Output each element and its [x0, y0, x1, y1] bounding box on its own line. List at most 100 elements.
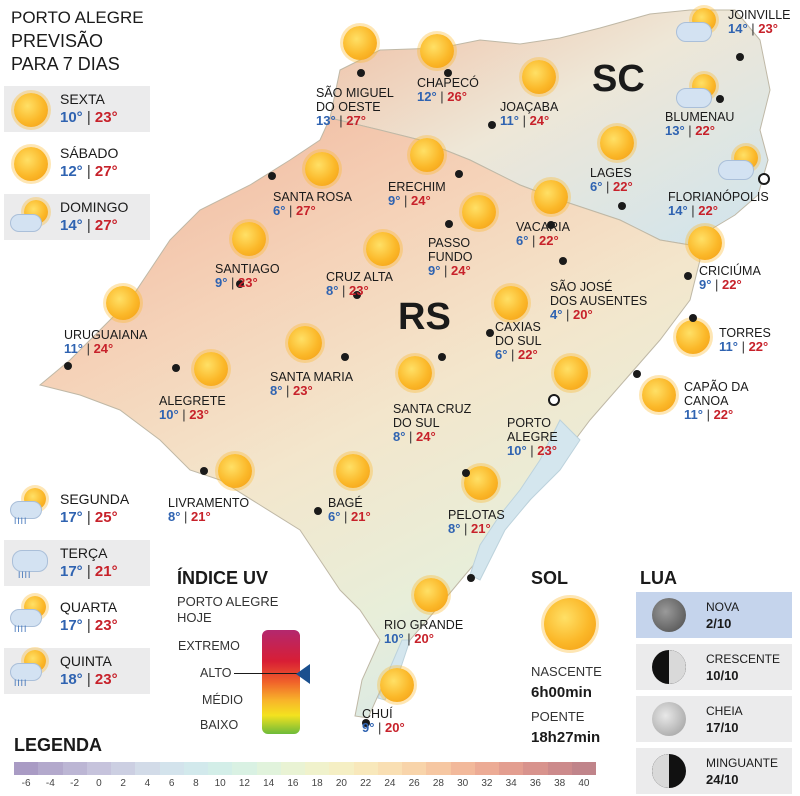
uv-level-medio: MÉDIO [202, 693, 243, 707]
city-name-line2: CANOA [684, 394, 729, 408]
city-temps: 10° | 20° [384, 631, 434, 646]
legend-color-swatch [377, 762, 402, 775]
legend-tick-label: 2 [120, 778, 126, 789]
city-label: CHUÍ 9° | 20° [362, 707, 405, 735]
city-label: JOINVILLE 14° | 23° [728, 8, 791, 36]
sun-icon [288, 326, 322, 360]
sun-icon [414, 578, 448, 612]
city-label: LIVRAMENTO 8° | 21° [168, 496, 249, 524]
day-name: DOMINGO [60, 199, 129, 215]
moon-phase-date: 24/10 [706, 772, 739, 787]
legend-tick-label: 38 [554, 778, 566, 789]
waxing-moon-icon [652, 650, 686, 684]
city-name: CAXIAS [495, 320, 541, 334]
city-label: SANTIAGO 9° | 23° [215, 262, 280, 290]
city-name: CRICIÚMA [699, 264, 761, 278]
legend-color-swatch [183, 762, 208, 775]
sun-icon [14, 93, 48, 127]
sun-icon [534, 180, 568, 214]
city-name: PASSO [428, 236, 471, 250]
legend-color-swatch [353, 762, 378, 775]
city-temps: 9° | 23° [215, 275, 258, 290]
title-line2: PREVISÃO [11, 31, 104, 51]
city-marker [684, 272, 692, 280]
sun-icon [194, 352, 228, 386]
lagoa-dos-patos [469, 419, 581, 581]
sun-icon [366, 232, 400, 266]
city-temps: 12° | 26° [417, 89, 467, 104]
city-label: FLORIANÓPOLIS 14° | 22° [668, 190, 769, 218]
city-marker [758, 173, 770, 185]
city-temps: 10° | 23° [507, 443, 557, 458]
legend-color-swatch [547, 762, 572, 775]
city-label: BAGÉ 6° | 21° [328, 496, 371, 524]
city-marker [455, 170, 463, 178]
city-marker [716, 95, 724, 103]
sun-icon [232, 222, 266, 256]
sunrise-label: NASCENTE [531, 664, 602, 679]
legend-tick-label: 18 [311, 778, 323, 789]
moon-phase-crescente: CRESCENTE 10/10 [636, 644, 792, 690]
waning-moon-icon [652, 754, 686, 788]
legend-color-swatch [14, 762, 39, 775]
sun-icon [14, 147, 48, 181]
day-temps: 10° | 23° [60, 109, 118, 126]
sun-icon [642, 378, 676, 412]
day-forecast: SEXTA 10° | 23° [4, 86, 150, 132]
city-label: CHAPECÓ 12° | 26° [417, 76, 479, 104]
city-label: ALEGRETE 10° | 23° [159, 394, 226, 422]
day-forecast: ǀǀǀǀ SEGUNDA 17° | 25° [4, 486, 150, 532]
city-label: PELOTAS 8° | 21° [448, 508, 505, 536]
city-marker [172, 364, 180, 372]
partly-cloudy-icon [676, 74, 722, 110]
legend-tick-label: 22 [360, 778, 372, 789]
legend-tick-label: 14 [263, 778, 275, 789]
city-label: CRUZ ALTA 8° | 23° [326, 270, 393, 298]
legend-color-swatch [135, 762, 160, 775]
city-name: URUGUAIANA [64, 328, 148, 342]
city-temps: 9° | 22° [699, 277, 742, 292]
city-label: LAGES 6° | 22° [590, 166, 633, 194]
city-temps: 13° | 27° [316, 113, 366, 128]
city-name: ERECHIM [388, 180, 446, 194]
city-temps: 8° | 21° [168, 509, 211, 524]
moon-phase-name: MINGUANTE [706, 756, 778, 770]
partly-cloudy-icon [718, 146, 764, 182]
city-marker [633, 370, 641, 378]
city-marker [357, 69, 365, 77]
city-temps: 9° | 24° [388, 193, 431, 208]
sun-cloud-rain-icon: ǀǀǀǀ [10, 488, 54, 528]
state-label-sc: SC [592, 58, 645, 100]
legend-color-swatch [111, 762, 136, 775]
city-label: VACARIA 6° | 22° [516, 220, 570, 248]
city-name: TORRES [719, 326, 771, 340]
sun-icon [343, 26, 377, 60]
city-label: BLUMENAU 13° | 22° [665, 110, 734, 138]
sun-title: SOL [531, 568, 569, 588]
city-name: SANTA MARIA [270, 370, 354, 384]
moon-phase-cheia: CHEIA 17/10 [636, 696, 792, 742]
moon-title: LUA [640, 568, 677, 588]
city-marker [445, 220, 453, 228]
city-label: SANTA ROSA 6° | 27° [273, 190, 352, 218]
city-temps: 6° | 21° [328, 509, 371, 524]
legend-color-scale [14, 762, 596, 775]
city-name: LIVRAMENTO [168, 496, 250, 510]
sunrise-time: 6h00min [531, 684, 592, 701]
day-name: TERÇA [60, 545, 108, 561]
city-name: SANTA ROSA [273, 190, 352, 204]
legend-tick-label: 34 [505, 778, 517, 789]
city-name: CHAPECÓ [417, 76, 479, 90]
day-temps: 18° | 23° [60, 671, 118, 688]
moon-phase-nova: NOVA 2/10 [636, 592, 792, 638]
partly-cloudy-icon [676, 8, 722, 44]
full-moon-icon [652, 702, 686, 736]
day-forecast: ǀǀǀǀ TERÇA 17° | 21° [4, 540, 150, 586]
sun-icon [106, 286, 140, 320]
moon-phase-name: CRESCENTE [706, 652, 781, 666]
day-name: SEGUNDA [60, 491, 130, 507]
sun-icon [544, 598, 596, 650]
city-marker [488, 121, 496, 129]
city-label: RIO GRANDE 10° | 20° [384, 618, 463, 646]
